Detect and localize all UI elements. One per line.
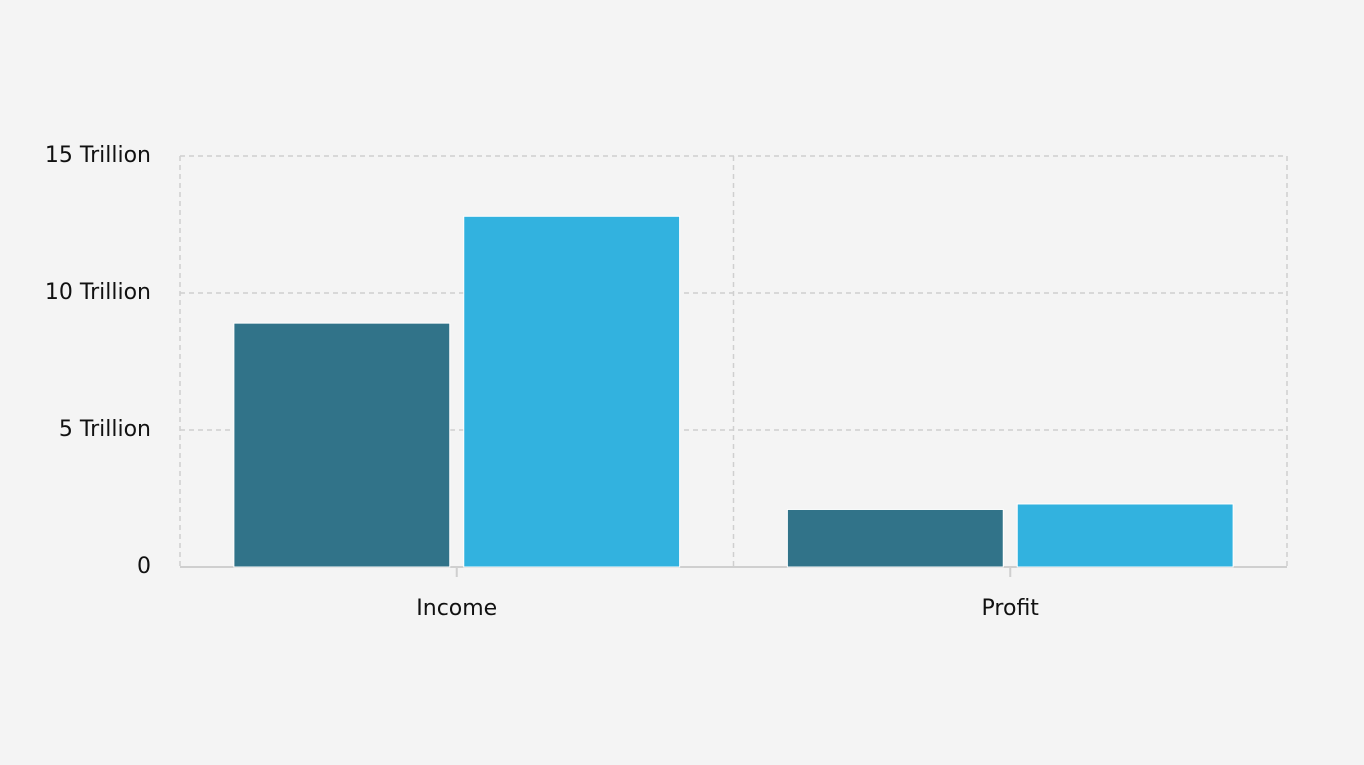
bar (786, 508, 1004, 568)
y-tick-label: 10 Trillion (45, 280, 151, 305)
bar (233, 322, 451, 568)
y-tick-label: 0 (137, 554, 151, 579)
y-tick-label: 5 Trillion (59, 417, 151, 442)
y-tick-label: 15 Trillion (45, 143, 151, 168)
x-tick-label: Income (416, 596, 497, 621)
bar (463, 215, 681, 568)
x-tick-label: Profit (982, 596, 1040, 621)
bar (1016, 503, 1234, 568)
